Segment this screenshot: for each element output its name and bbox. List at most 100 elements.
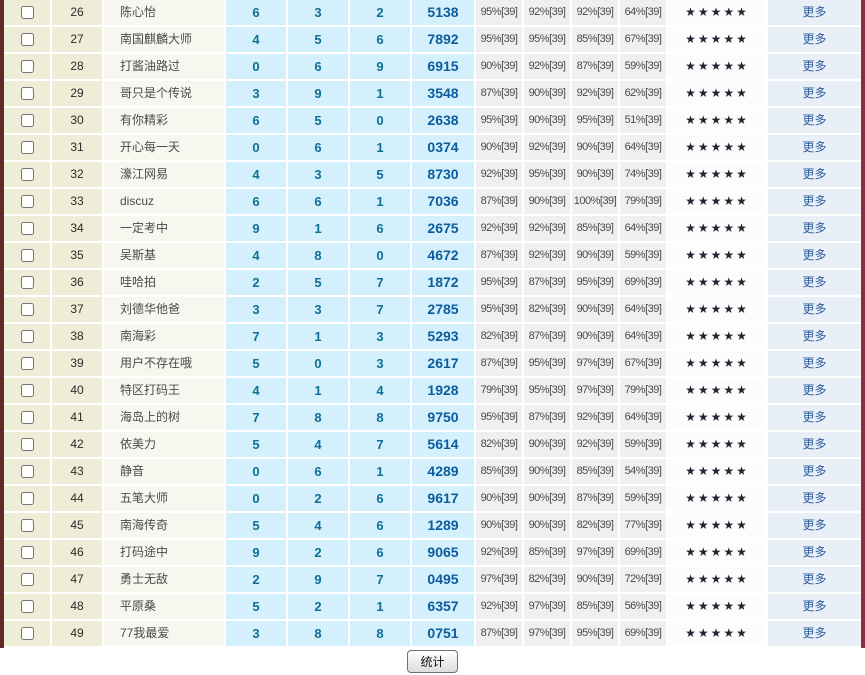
row-number: 36 [52, 270, 102, 295]
row-checkbox[interactable] [20, 114, 34, 127]
stats-button[interactable]: 统计 [407, 650, 458, 673]
count-value: 6 [288, 54, 348, 79]
count-value: 3 [226, 297, 286, 322]
percent-value: 95%[39] [572, 108, 618, 133]
table-row: 29 哥只是个传说 3 9 1 3548 87%[39] 90%[39] 92%[39] 62%[… [4, 81, 861, 106]
row-checkbox[interactable] [20, 195, 34, 208]
more-link[interactable]: 更多 [802, 626, 827, 640]
row-checkbox[interactable] [20, 573, 34, 586]
more-cell: 更多 [768, 621, 861, 646]
count-value: 6 [288, 189, 348, 214]
count-value: 6 [226, 0, 286, 25]
more-link[interactable]: 更多 [802, 248, 827, 262]
percent-value: 90%[39] [524, 108, 570, 133]
more-link[interactable]: 更多 [802, 275, 827, 289]
row-checkbox[interactable] [20, 519, 34, 532]
more-link[interactable]: 更多 [802, 572, 827, 586]
more-link[interactable]: 更多 [802, 464, 827, 478]
more-link[interactable]: 更多 [802, 59, 827, 73]
more-link[interactable]: 更多 [802, 140, 827, 154]
more-link[interactable]: 更多 [802, 167, 827, 181]
row-number: 33 [52, 189, 102, 214]
row-checkbox[interactable] [20, 276, 34, 289]
row-checkbox[interactable] [20, 438, 34, 451]
table-row: 46 打码途中 9 2 6 9065 92%[39] 85%[39] 97%[39] 69%[39… [4, 540, 861, 565]
more-link[interactable]: 更多 [802, 491, 827, 505]
count-value: 5 [226, 594, 286, 619]
count-value: 8 [350, 621, 410, 646]
code-value: 2638 [412, 108, 474, 133]
more-link[interactable]: 更多 [802, 383, 827, 397]
percent-value: 90%[39] [524, 486, 570, 511]
more-link[interactable]: 更多 [802, 599, 827, 613]
row-checkbox[interactable] [20, 384, 34, 397]
row-checkbox[interactable] [20, 141, 34, 154]
count-value: 7 [226, 324, 286, 349]
row-checkbox[interactable] [20, 465, 34, 478]
row-checkbox[interactable] [20, 87, 34, 100]
count-value: 4 [288, 513, 348, 538]
count-value: 4 [226, 162, 286, 187]
row-select-cell [4, 108, 50, 133]
percent-value: 97%[39] [572, 378, 618, 403]
row-checkbox[interactable] [20, 6, 34, 19]
more-link[interactable]: 更多 [802, 329, 827, 343]
star-rating: ★★★★★ [668, 405, 766, 430]
count-value: 2 [226, 270, 286, 295]
star-rating: ★★★★★ [668, 378, 766, 403]
code-value: 1928 [412, 378, 474, 403]
percent-value: 92%[39] [572, 432, 618, 457]
row-checkbox[interactable] [20, 249, 34, 262]
row-checkbox[interactable] [20, 492, 34, 505]
more-link[interactable]: 更多 [802, 302, 827, 316]
code-value: 7036 [412, 189, 474, 214]
more-link[interactable]: 更多 [802, 221, 827, 235]
row-number: 34 [52, 216, 102, 241]
count-value: 1 [350, 189, 410, 214]
row-checkbox[interactable] [20, 168, 34, 181]
row-checkbox[interactable] [20, 303, 34, 316]
row-checkbox[interactable] [20, 330, 34, 343]
more-link[interactable]: 更多 [802, 86, 827, 100]
percent-value: 64%[39] [620, 0, 666, 25]
star-rating: ★★★★★ [668, 297, 766, 322]
row-number: 32 [52, 162, 102, 187]
more-link[interactable]: 更多 [802, 194, 827, 208]
count-value: 0 [226, 54, 286, 79]
user-name: 依美力 [104, 432, 224, 457]
user-name: 一定考中 [104, 216, 224, 241]
percent-value: 87%[39] [476, 189, 522, 214]
code-value: 4289 [412, 459, 474, 484]
table-row: 27 南国麒麟大师 4 5 6 7892 95%[39] 95%[39] 85%[39] 67%[… [4, 27, 861, 52]
more-link[interactable]: 更多 [802, 518, 827, 532]
percent-value: 95%[39] [524, 162, 570, 187]
more-link[interactable]: 更多 [802, 356, 827, 370]
row-checkbox[interactable] [20, 357, 34, 370]
count-value: 5 [288, 108, 348, 133]
row-checkbox[interactable] [20, 546, 34, 559]
row-checkbox[interactable] [20, 411, 34, 424]
row-number: 47 [52, 567, 102, 592]
table-row: 43 静音 0 6 1 4289 85%[39] 90%[39] 85%[39] 54%[39] ★… [4, 459, 861, 484]
row-select-cell [4, 621, 50, 646]
table-row: 47 勇士无敌 2 9 7 0495 97%[39] 82%[39] 90%[39] 72%[39… [4, 567, 861, 592]
code-value: 9617 [412, 486, 474, 511]
star-rating: ★★★★★ [668, 621, 766, 646]
percent-value: 92%[39] [476, 162, 522, 187]
percent-value: 82%[39] [476, 432, 522, 457]
code-value: 3548 [412, 81, 474, 106]
more-link[interactable]: 更多 [802, 32, 827, 46]
row-checkbox[interactable] [20, 60, 34, 73]
more-cell: 更多 [768, 540, 861, 565]
more-link[interactable]: 更多 [802, 113, 827, 127]
row-checkbox[interactable] [20, 627, 34, 640]
more-link[interactable]: 更多 [802, 437, 827, 451]
count-value: 3 [350, 351, 410, 376]
more-link[interactable]: 更多 [802, 410, 827, 424]
row-checkbox[interactable] [20, 222, 34, 235]
more-link[interactable]: 更多 [802, 545, 827, 559]
row-checkbox[interactable] [20, 33, 34, 46]
row-number: 45 [52, 513, 102, 538]
row-checkbox[interactable] [20, 600, 34, 613]
more-link[interactable]: 更多 [802, 5, 827, 19]
